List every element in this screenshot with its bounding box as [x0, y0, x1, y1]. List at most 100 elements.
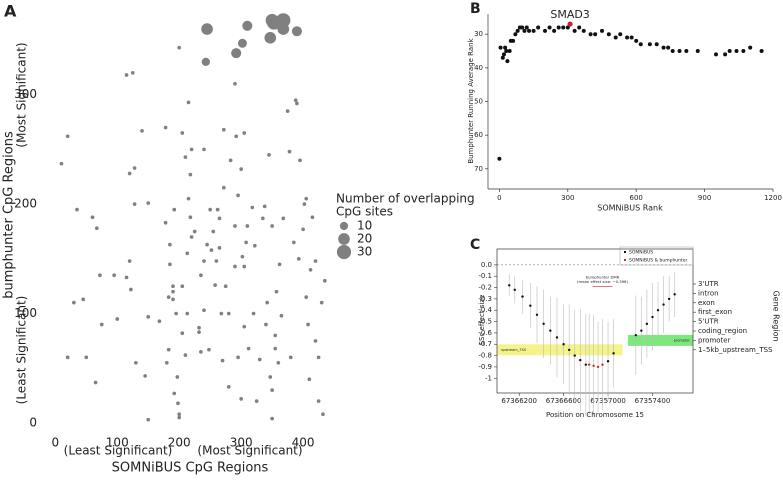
- point: [524, 25, 529, 30]
- point: [654, 42, 659, 47]
- point: [497, 156, 502, 161]
- bubble: [237, 38, 247, 48]
- bubble: [81, 297, 86, 302]
- bubble: [319, 300, 324, 305]
- point: [640, 329, 643, 332]
- legend-symbol: [339, 221, 349, 231]
- point: [684, 49, 689, 54]
- point: [572, 28, 577, 33]
- bubble: [250, 205, 255, 210]
- bubble: [186, 100, 191, 105]
- bubble: [213, 283, 217, 287]
- bubble: [252, 243, 257, 248]
- bubble: [197, 325, 201, 330]
- bubble: [306, 322, 310, 327]
- point: [612, 352, 615, 355]
- bubble: [226, 385, 231, 389]
- point: [508, 284, 511, 287]
- point: [748, 45, 753, 50]
- bubble: [251, 311, 256, 316]
- bubble: [59, 161, 64, 166]
- bubble: [208, 207, 213, 212]
- bubble: [199, 273, 203, 278]
- bubble: [157, 319, 162, 324]
- bubble: [277, 23, 290, 35]
- point: [677, 49, 682, 54]
- y-tick-label: 40: [474, 64, 483, 72]
- y2-tick-label: exon: [698, 299, 715, 307]
- point: [562, 343, 565, 346]
- y-tick-label: -0.9: [478, 363, 492, 371]
- bubble: [140, 128, 144, 133]
- bubble: [189, 147, 194, 152]
- bubble: [197, 330, 201, 334]
- point: [542, 322, 545, 326]
- point: [638, 42, 643, 47]
- y-tick-label: 200: [14, 197, 37, 211]
- bubble: [281, 216, 286, 221]
- bubble: [133, 360, 138, 365]
- bubble: [174, 311, 178, 316]
- y2-tick-label: coding_region: [698, 327, 747, 335]
- region-band: [497, 344, 623, 356]
- bubble: [291, 240, 296, 245]
- point: [587, 363, 591, 366]
- bubble: [185, 311, 190, 316]
- bubble: [273, 333, 278, 338]
- y-tick-label: -0.7: [478, 340, 492, 348]
- bubble: [65, 134, 70, 139]
- point: [723, 52, 728, 57]
- bubble: [233, 81, 237, 86]
- point: [759, 49, 764, 54]
- point: [505, 59, 510, 64]
- y-tick-label: -1: [485, 374, 492, 382]
- x-tick-label: 1200: [764, 194, 782, 202]
- point: [547, 25, 552, 30]
- bubble: [115, 317, 120, 321]
- bubble: [270, 416, 274, 421]
- y2-tick-label: 3'UTR: [698, 280, 719, 288]
- point: [515, 28, 520, 33]
- point: [629, 35, 634, 40]
- y-tick-label: -0.6: [478, 329, 492, 337]
- point: [501, 52, 506, 57]
- point: [645, 322, 649, 326]
- point: [634, 38, 639, 43]
- panel-label: C: [470, 237, 480, 253]
- point: [662, 303, 665, 306]
- bubble: [279, 313, 284, 318]
- x-axis-title: Position on Chromosome 15: [546, 411, 644, 419]
- point: [601, 363, 604, 366]
- point: [520, 25, 525, 30]
- x-tick-label: 200: [168, 436, 191, 450]
- point: [606, 32, 611, 37]
- bubble: [242, 324, 247, 329]
- y-tick-label: -0.5: [478, 318, 492, 326]
- bubble: [177, 412, 182, 417]
- y-axis-title: SSc effect size: [478, 295, 486, 346]
- point: [522, 28, 527, 33]
- bubble: [207, 347, 211, 352]
- bubble: [202, 259, 206, 263]
- y-tick-label: 0.0: [481, 261, 492, 269]
- bubble: [270, 388, 274, 392]
- bubble: [244, 240, 248, 245]
- panel-label: A: [4, 2, 17, 21]
- bubble: [302, 202, 307, 206]
- bubble: [201, 57, 210, 67]
- point: [536, 25, 541, 30]
- bubble: [215, 207, 220, 212]
- point: [588, 32, 593, 37]
- bubble: [180, 131, 185, 135]
- bubble: [98, 273, 102, 278]
- bubble: [202, 147, 206, 152]
- region-label: promoter: [674, 338, 691, 342]
- y-tick-label: -0.2: [478, 284, 492, 292]
- bubble: [90, 215, 95, 220]
- point: [561, 25, 566, 30]
- bubble: [164, 360, 169, 365]
- x-tick-label: 67366200: [501, 397, 537, 405]
- point: [543, 28, 547, 33]
- y2-tick-label: 1–5kb_upstream_TSS: [698, 346, 773, 354]
